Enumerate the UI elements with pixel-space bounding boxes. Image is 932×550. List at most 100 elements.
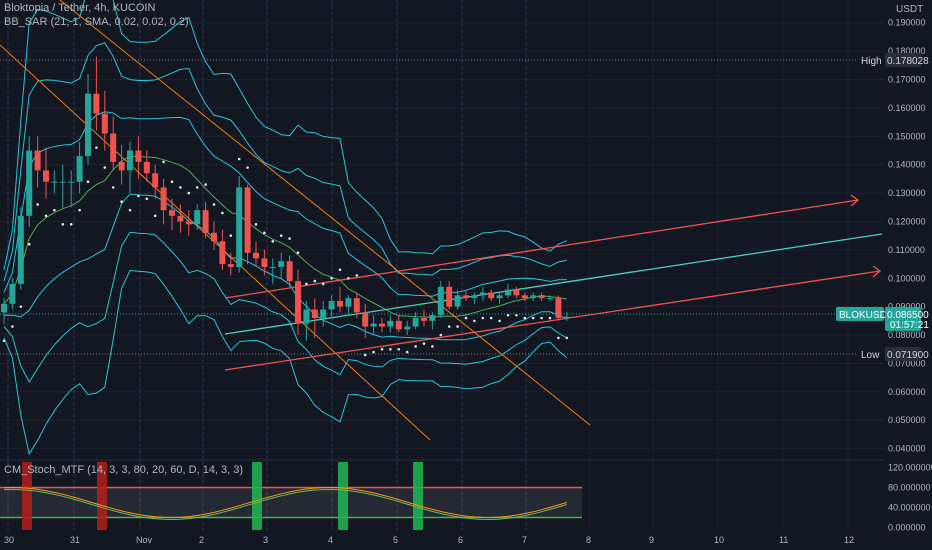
stoch-k-line <box>3 486 567 519</box>
trend-drawings <box>0 0 883 441</box>
candle-body <box>152 173 159 188</box>
candle-body <box>513 289 520 296</box>
price-tick-label: 0.190000 <box>888 18 926 28</box>
low-label: Low <box>861 350 880 361</box>
sar-dot <box>61 223 65 226</box>
sar-dot <box>473 319 476 323</box>
candle-body <box>261 258 268 267</box>
sar-dot <box>19 305 23 308</box>
candle-body <box>160 187 167 211</box>
price-tick-label: 0.130000 <box>888 188 926 198</box>
bollinger-band-line <box>3 42 567 282</box>
sar-dot <box>481 316 485 320</box>
currency-label: USDT <box>896 4 923 15</box>
sar-dot <box>78 208 81 212</box>
candle-body <box>471 295 478 299</box>
sar-dot <box>313 279 317 283</box>
stoch-signal-bar <box>252 462 262 530</box>
candle-body <box>303 309 310 324</box>
sar-dot <box>204 183 207 186</box>
candle-body <box>353 298 360 313</box>
price-axis[interactable]: 0.190000 0.180000 0.170000 0.160000 0.150000… <box>888 18 926 454</box>
candle-body <box>429 315 436 321</box>
arrow-head <box>850 194 860 207</box>
sar-dot <box>338 268 342 272</box>
sar-dot <box>145 197 149 201</box>
sar-dot <box>221 211 224 215</box>
sar-dot <box>111 186 115 189</box>
candle-body <box>9 283 16 304</box>
sar-dot <box>506 313 510 317</box>
price-tick-label: 0.040000 <box>888 444 926 454</box>
price-tick-label: 0.170000 <box>888 75 926 85</box>
candle-body <box>227 264 234 267</box>
sar-dot <box>237 157 241 161</box>
chart-title[interactable]: Bloktopia / Tether, 4h, KUCOIN <box>4 2 156 14</box>
candle-body <box>345 298 352 307</box>
stoch-signal-bar <box>338 462 348 530</box>
sar-dot <box>279 234 283 237</box>
candle-body <box>320 309 327 319</box>
candle-body <box>202 210 209 233</box>
sar-dot <box>531 316 535 320</box>
candle-body <box>76 156 83 182</box>
bollinger-band-line <box>3 231 568 384</box>
sar-dot <box>162 160 165 164</box>
high-marker: High 0.178028 <box>0 53 929 67</box>
time-tick-label: 4 <box>328 535 333 545</box>
candle-body <box>253 252 259 259</box>
candles <box>1 56 570 341</box>
sar-dot <box>103 166 107 169</box>
stoch-tick-label: 40.000000 <box>888 503 931 513</box>
stoch-label[interactable]: CM_Stoch_MTF (14, 3, 3, 80, 20, 60, D, 1… <box>4 464 244 476</box>
candle-body <box>17 215 24 284</box>
candle-body <box>236 187 243 267</box>
candle-body <box>454 295 461 307</box>
candle-body <box>269 266 276 268</box>
middle-trendline <box>224 233 883 335</box>
candle-body <box>101 113 108 134</box>
high-value: 0.178028 <box>887 56 929 67</box>
candle-body <box>530 295 537 299</box>
candle-body <box>286 261 293 282</box>
sar-dot <box>288 237 291 240</box>
sar-dot <box>53 208 56 212</box>
sar-dot <box>431 345 434 348</box>
sar-dot <box>456 325 459 328</box>
stoch-tick-label: 0.000000 <box>888 523 926 533</box>
candle-body <box>328 300 335 310</box>
sar-dot <box>86 180 90 184</box>
sar-dot <box>187 191 191 195</box>
sar-dot <box>363 353 367 357</box>
price-tick-label: 0.090000 <box>888 302 926 312</box>
price-tick-label: 0.100000 <box>888 273 926 283</box>
price-tick-label: 0.140000 <box>888 160 926 170</box>
sar-dot <box>212 203 216 206</box>
candle-body <box>496 295 503 299</box>
bollinger-basis-line <box>3 155 567 318</box>
lower-channel-arrow <box>224 270 881 371</box>
sar-dot <box>372 350 375 354</box>
candle-body <box>463 295 469 299</box>
time-tick-label: 3 <box>263 535 268 545</box>
sar-dot <box>557 336 560 340</box>
sar-dot <box>137 194 140 198</box>
sar-dot <box>153 214 157 218</box>
price-tick-label: 0.080000 <box>888 330 926 340</box>
candle-body <box>404 326 411 330</box>
bollinger-band-line <box>3 0 567 270</box>
bollinger-band-line <box>3 269 568 456</box>
candle-body <box>93 93 100 114</box>
bollinger-band-line <box>4 193 567 341</box>
candle-body <box>68 181 75 183</box>
indicator-label[interactable]: BB_SAR (21, 1, SMA, 0.02, 0.02, 0.2) <box>4 16 189 28</box>
candle-body <box>211 232 217 242</box>
bollinger-band-line <box>3 111 567 297</box>
sar-dot <box>523 316 527 320</box>
sar-dot <box>355 274 359 277</box>
last-price-marker: BLOKUSDT 0.086500 01:57:21 <box>0 307 929 331</box>
candle-body <box>127 150 133 171</box>
candle-body <box>555 298 562 319</box>
time-axis[interactable]: 30 31 Nov 2 3 4 5 6 7 8 9 10 11 12 <box>4 535 854 545</box>
